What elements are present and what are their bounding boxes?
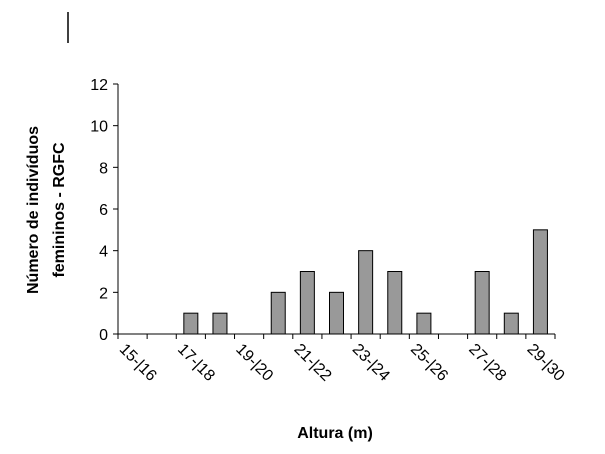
bar: [270, 291, 286, 335]
y-tick-label: 6: [99, 202, 108, 219]
y-axis-label: Número de indivíduos: [25, 126, 42, 294]
y-axis-label: femininos - RGFC: [51, 142, 68, 278]
y-tick-label: 12: [90, 77, 108, 94]
x-tick-label: 25-|26: [407, 341, 451, 385]
y-tick-label: 4: [99, 244, 108, 261]
x-tick-label: 27-|28: [465, 341, 509, 385]
bar: [387, 271, 403, 335]
x-tick-label: 21-|22: [291, 341, 335, 385]
x-tick-label: 19-|20: [232, 341, 276, 385]
y-tick-label: 2: [99, 285, 108, 302]
bar: [212, 312, 228, 335]
y-tick-label: 0: [99, 327, 108, 344]
bar: [416, 312, 432, 335]
x-tick-label: 15-|16: [116, 341, 160, 385]
y-tick-label: 8: [99, 160, 108, 177]
bar: [474, 271, 490, 335]
x-axis-label: Altura (m): [297, 425, 373, 442]
bar: [183, 312, 199, 335]
x-tick-label: 29-|30: [524, 341, 568, 385]
y-tick-label: 10: [90, 119, 108, 136]
x-tick-label: 17-|18: [174, 341, 218, 385]
bar: [358, 250, 374, 335]
bar: [299, 271, 315, 335]
bar: [329, 291, 344, 335]
x-tick-label: 23-|24: [349, 341, 393, 385]
bar: [503, 312, 519, 335]
bar: [532, 229, 548, 335]
